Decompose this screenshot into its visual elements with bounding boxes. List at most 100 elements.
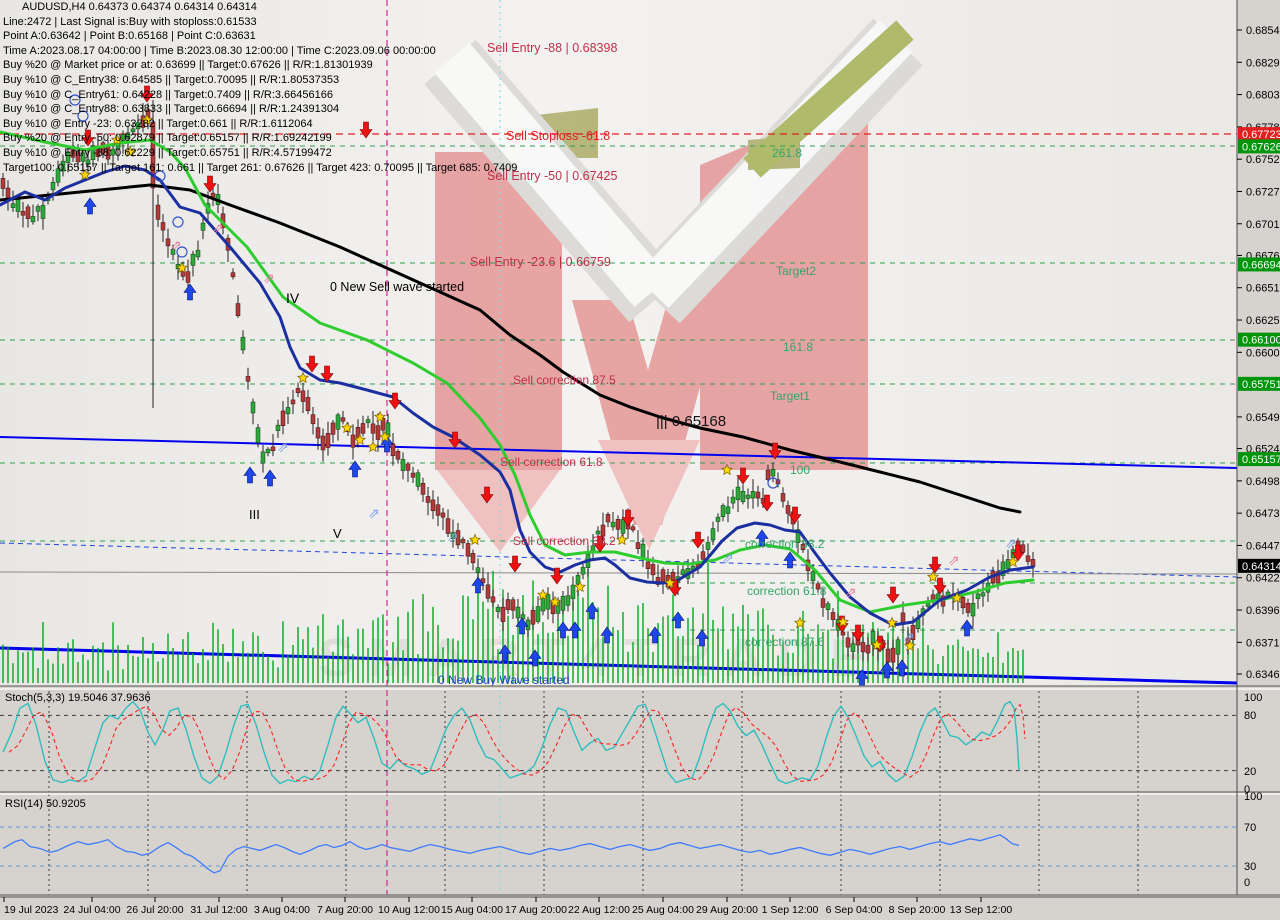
rsi-line	[2, 834, 1020, 874]
star-marker-icon	[536, 588, 550, 601]
buy-arrow-icon	[528, 649, 542, 667]
sell-arrow-icon	[1011, 544, 1025, 562]
sell-arrow-icon	[736, 467, 750, 485]
breakout-arrow-icon: ⇗	[1005, 535, 1017, 551]
price-badge	[1238, 332, 1280, 347]
buy-arrow-icon	[880, 661, 894, 679]
time-axis-label: 22 Aug 12:00	[568, 904, 630, 916]
star-marker-icon	[123, 145, 137, 158]
price-badge	[1238, 376, 1280, 391]
star-marker-icon	[78, 168, 92, 181]
stoch-scale-label: 80	[1244, 710, 1256, 722]
stoch-d-line	[8, 703, 1026, 783]
sell-arrow-icon	[691, 531, 705, 549]
chart-annotation: Target1	[770, 389, 810, 403]
pullback-arrow-icon: ⇗	[212, 220, 224, 236]
price-axis-label: 0.64985	[1246, 476, 1280, 488]
sell-arrow-icon	[448, 431, 462, 449]
chart-annotation: Sell Entry -88 | 0.68398	[487, 41, 617, 55]
sell-arrow-icon	[359, 121, 373, 139]
chart-annotation: III	[249, 507, 260, 522]
rsi-scale-label: 30	[1244, 861, 1256, 873]
buy-arrow-icon	[783, 551, 797, 569]
sell-arrow-icon	[668, 579, 682, 597]
time-axis-label: 29 Aug 20:00	[696, 904, 758, 916]
chart-annotation: Target2	[776, 264, 816, 278]
star-marker-icon	[615, 533, 629, 546]
time-axis-label: 10 Aug 12:00	[378, 904, 440, 916]
star-marker-icon	[663, 576, 677, 589]
buy-arrow-icon	[755, 529, 769, 547]
star-marker-icon	[378, 430, 392, 443]
rsi-scale-label: 70	[1244, 822, 1256, 834]
sell-arrow-icon	[760, 494, 774, 512]
breakout-arrow-icon: ⇗	[277, 439, 289, 455]
ma-slow-black	[0, 183, 1022, 514]
stoch-scale-label: 100	[1244, 692, 1262, 704]
buy-arrow-icon	[380, 435, 394, 453]
pullback-arrow-icon: ⇗	[845, 584, 857, 600]
sell-arrow-icon	[886, 586, 900, 604]
buy-arrow-icon	[515, 617, 529, 635]
price-badge-label: 0.64314	[1242, 561, 1280, 573]
volume-bars	[2, 563, 1024, 683]
buy-arrow-icon	[648, 626, 662, 644]
stoch-scale-label: 20	[1244, 766, 1256, 778]
chart-annotation: ||| 0.65168	[656, 413, 726, 430]
price-axis-label: 0.67015	[1246, 219, 1280, 231]
circle-marker-icon	[176, 246, 188, 258]
upper-blue-trendline[interactable]	[0, 436, 1238, 469]
sell-arrow-icon	[928, 556, 942, 574]
breakout-arrow-icon: ⇗	[368, 505, 380, 521]
buy-arrow-icon	[960, 619, 974, 637]
time-axis-label: 17 Aug 20:00	[505, 904, 567, 916]
star-marker-icon	[548, 595, 562, 608]
time-axis-label: 3 Aug 04:00	[254, 904, 310, 916]
gray-level-line[interactable]	[0, 571, 1238, 575]
buy-arrow-icon	[263, 469, 277, 487]
buy-arrow-icon	[348, 460, 362, 478]
star-marker-icon	[175, 261, 189, 274]
buy-arrow-icon	[568, 621, 582, 639]
chart-annotation: Sell Entry -23.6 | 0.66759	[470, 255, 611, 269]
star-marker-icon	[110, 133, 124, 146]
time-axis-label: 15 Aug 04:00	[441, 904, 503, 916]
buy-arrow-icon	[83, 197, 97, 215]
price-axis-label: 0.63965	[1246, 605, 1280, 617]
price-axis-label: 0.68545	[1246, 25, 1280, 37]
chart-annotation: 0 New Sell wave started	[330, 280, 464, 294]
price-badge-label: 0.65751	[1242, 379, 1280, 391]
price-axis-label: 0.67525	[1246, 154, 1280, 166]
star-marker-icon	[340, 421, 354, 434]
star-marker-icon	[573, 580, 587, 593]
time-axis-label: 25 Aug 04:00	[632, 904, 694, 916]
rsi-scale-label: 100	[1244, 791, 1262, 803]
buy-arrow-icon	[471, 576, 485, 594]
price-axis-label: 0.66255	[1246, 315, 1280, 327]
star-marker-icon	[885, 616, 899, 629]
sell-arrow-icon	[768, 442, 782, 460]
star-marker-icon	[373, 410, 387, 423]
price-badge	[1238, 452, 1280, 467]
price-badge	[1238, 558, 1280, 573]
time-axis-label: 13 Sep 12:00	[950, 904, 1013, 916]
price-badge	[1238, 139, 1280, 154]
star-marker-icon	[366, 440, 380, 453]
circle-marker-icon	[154, 170, 166, 182]
star-marker-icon	[1006, 555, 1020, 568]
circle-marker-icon	[767, 477, 779, 489]
circle-marker-icon	[69, 94, 81, 106]
circle-marker-icon	[172, 216, 184, 228]
watermark-text: SMART4TRADE	[318, 628, 880, 688]
time-axis-label: 24 Jul 04:00	[63, 904, 120, 916]
star-marker-icon	[140, 113, 154, 126]
buy-arrow-icon	[695, 629, 709, 647]
circle-marker-icon	[77, 110, 89, 122]
chart-annotation: Sell correction 87.5	[513, 373, 616, 387]
buy-arrow-icon	[895, 659, 909, 677]
time-axis-label: 31 Jul 12:00	[190, 904, 247, 916]
